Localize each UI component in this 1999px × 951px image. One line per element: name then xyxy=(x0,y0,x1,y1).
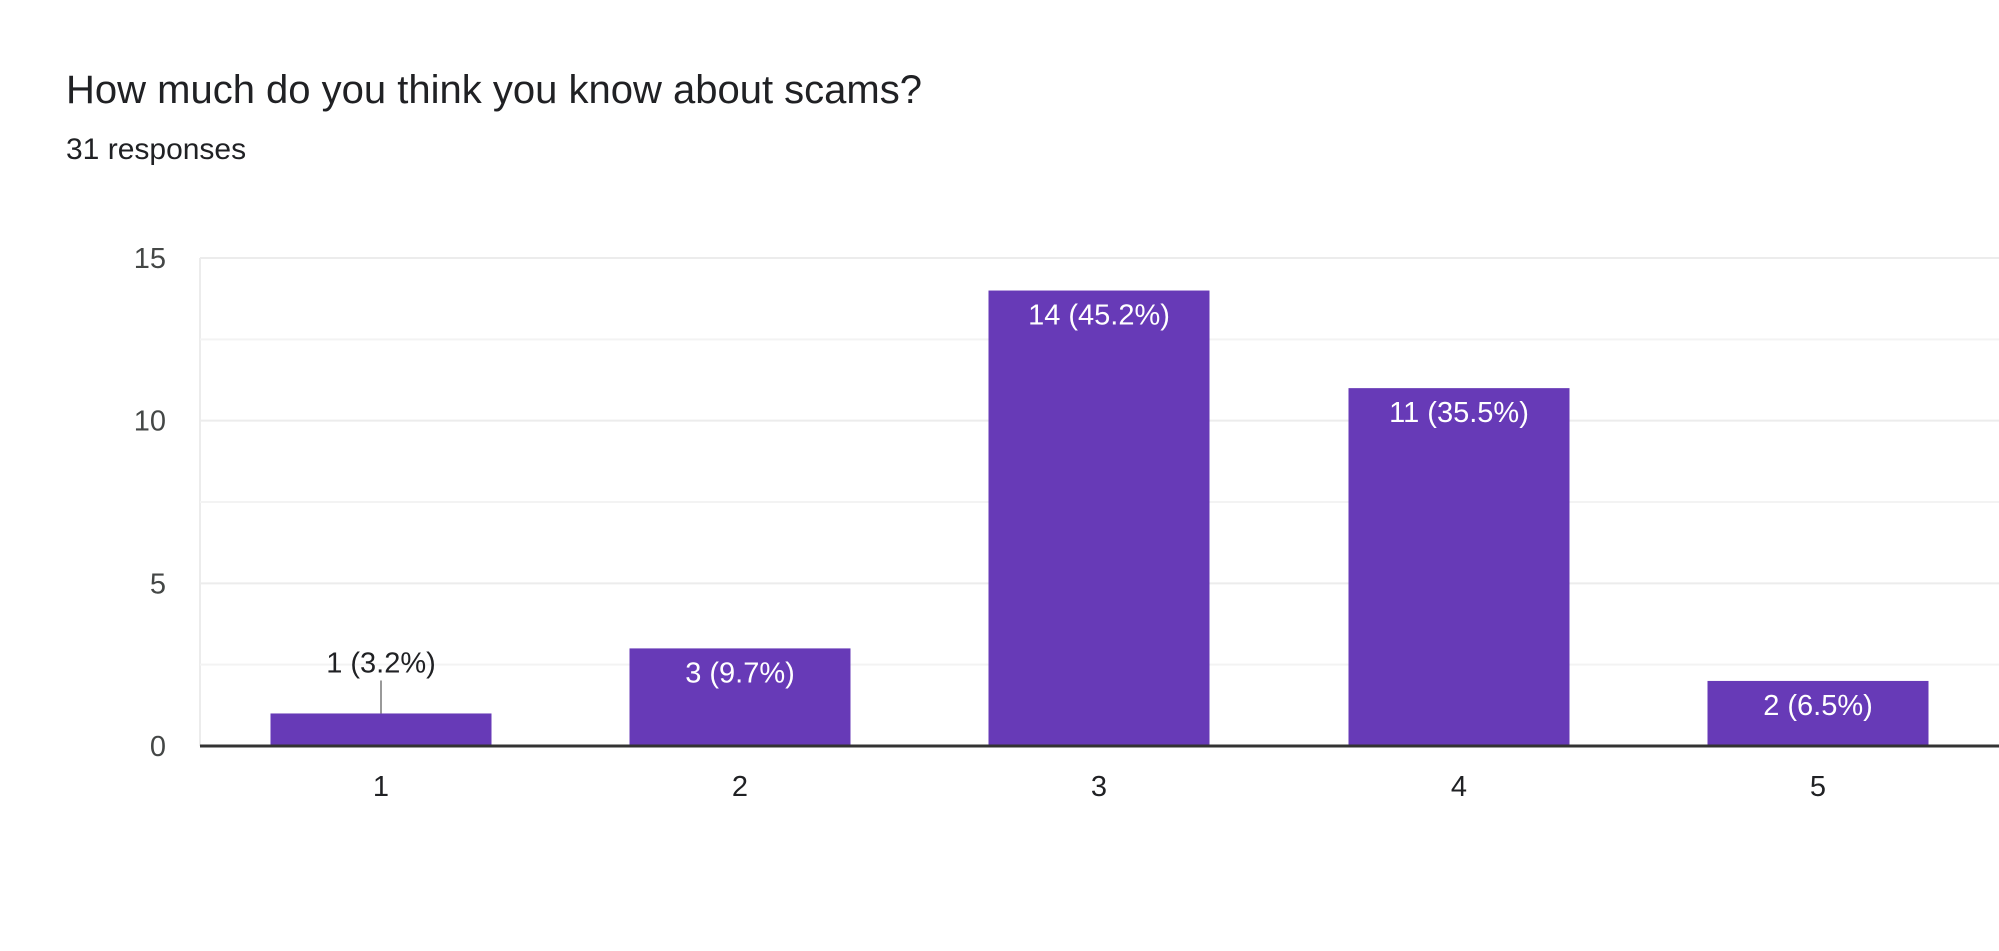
x-tick-label: 2 xyxy=(732,771,748,803)
x-tick-label: 3 xyxy=(1091,771,1107,803)
x-tick-label: 4 xyxy=(1451,771,1467,803)
bar-1[interactable] xyxy=(270,713,492,746)
axes: 0 5 10 15 1 2 3 4 5 xyxy=(134,243,1999,803)
data-label: 14 (45.2%) xyxy=(1028,300,1170,332)
data-label: 1 (3.2%) xyxy=(326,647,436,679)
bar-3[interactable] xyxy=(988,290,1210,746)
bar-2[interactable] xyxy=(629,648,851,746)
data-label: 3 (9.7%) xyxy=(685,657,795,689)
data-labels: 1 (3.2%) 3 (9.7%) 14 (45.2%) 11 (35.5%) 2 (6… xyxy=(326,300,1873,722)
x-tick-label: 5 xyxy=(1810,771,1826,803)
data-label: 11 (35.5%) xyxy=(1389,397,1529,429)
y-tick-label: 10 xyxy=(134,406,166,438)
bar-4[interactable] xyxy=(1348,388,1570,746)
response-count: 31 responses xyxy=(66,133,247,166)
question-title: How much do you think you know about sca… xyxy=(66,68,922,112)
data-label: 2 (6.5%) xyxy=(1763,690,1873,722)
y-tick-label: 0 xyxy=(150,731,166,763)
x-tick-label: 1 xyxy=(373,771,389,803)
y-tick-label: 5 xyxy=(150,568,166,600)
y-tick-label: 15 xyxy=(134,243,166,275)
bars xyxy=(270,290,1929,746)
bar-5[interactable] xyxy=(1707,680,1929,746)
